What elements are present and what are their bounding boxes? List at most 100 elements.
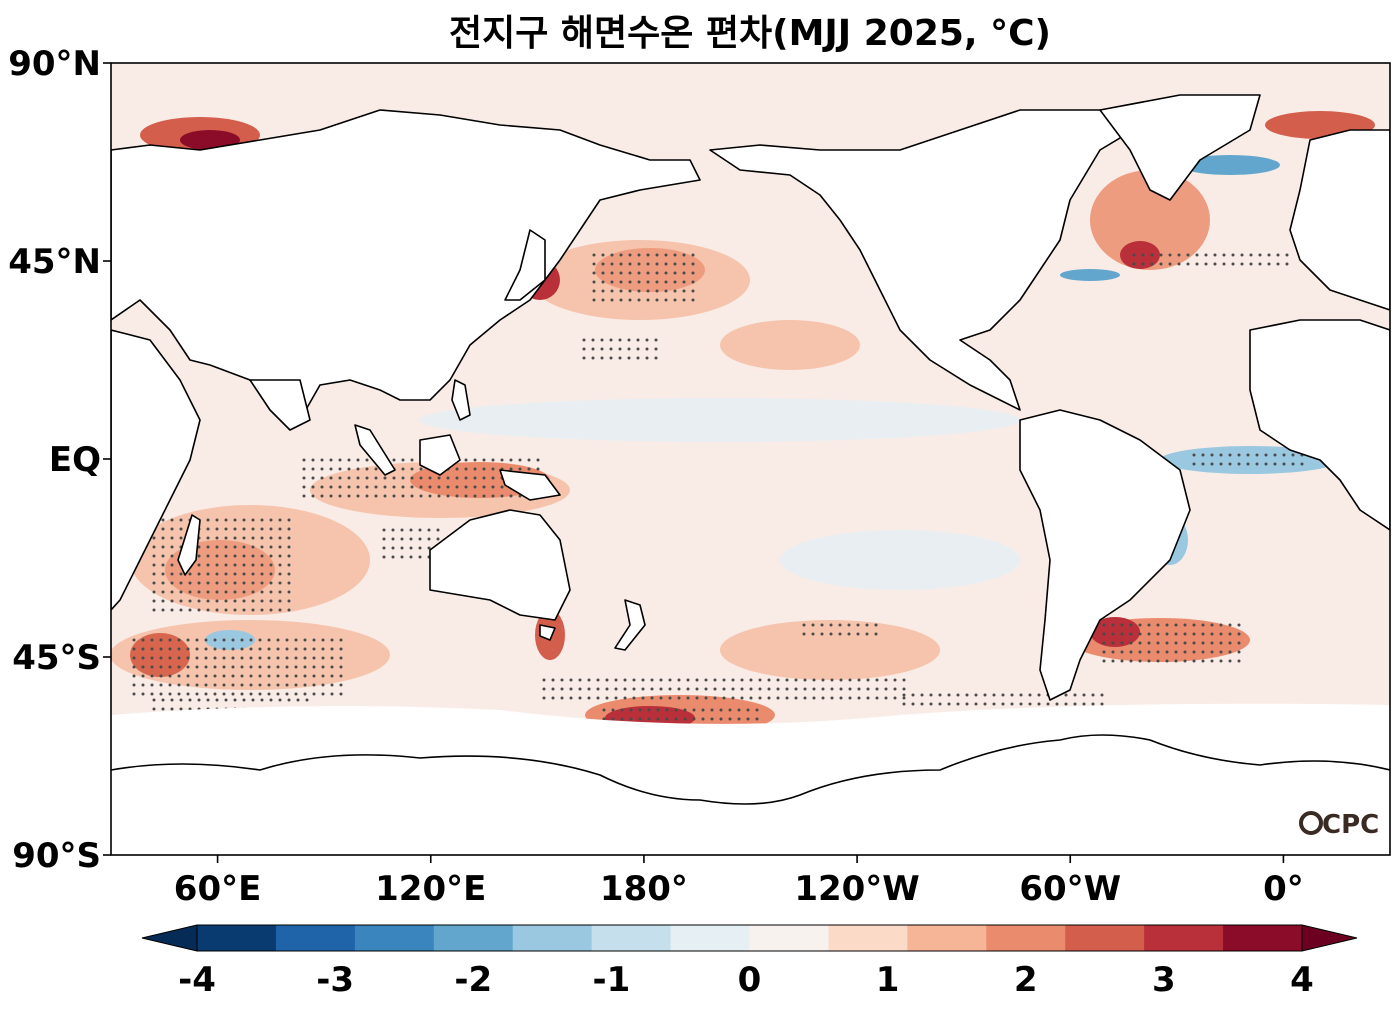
stipple-dot [619,289,623,293]
stipple-dot [269,698,273,702]
stipple-dot [677,678,681,682]
stipple-dot [587,678,591,682]
stipple-dot [664,253,668,257]
stipple-dot [654,356,658,360]
stipple-dot [410,467,414,471]
stipple-dot [645,338,649,342]
stipple-dot [347,485,351,489]
colorbar-bin [1144,925,1224,951]
stipple-dot [1174,641,1178,645]
stipple-dot [1111,650,1115,654]
stipple-dot [592,289,596,293]
stipple-dot [186,683,190,687]
map-title: 전지구 해면수온 편차(MJJ 2025, °C) [448,13,1052,54]
stipple-dot [569,696,573,700]
stipple-dot [206,590,210,594]
stipple-dot [186,692,190,696]
stipple-dot [674,717,678,721]
sst-anomaly-map [111,63,1390,855]
stipple-dot [269,554,273,558]
stipple-dot [1204,253,1208,257]
stipple-dot [168,683,172,687]
stipple-dot [132,647,136,651]
stipple-dot [320,467,324,471]
stipple-dot [197,608,201,612]
stipple-dot [758,687,762,691]
sumatra [354,424,396,476]
stipple-dot [1267,253,1271,257]
stipple-dot [527,467,531,471]
anomaly-field [111,111,1375,735]
stipple-dot [161,608,165,612]
stipple-dot [168,674,172,678]
stipple-dot [794,678,798,682]
stipple-dot [161,581,165,585]
stipple-dot [321,647,325,651]
africa [111,329,201,611]
stipple-dot [1100,693,1104,697]
stipple-dot [258,683,262,687]
stipple-dot [737,708,741,712]
stipple-dot [1174,650,1178,654]
stipple-dot [338,458,342,462]
stipple-dot [170,590,174,594]
stipple-dot [1192,462,1196,466]
stipple-dot [159,647,163,651]
stipple-dot [242,608,246,612]
stipple-dot [215,608,219,612]
stipple-dot [303,647,307,651]
stipple-dot [446,494,450,498]
stipple-dot [224,545,228,549]
stipple-dot [857,678,861,682]
stipple-dot [755,717,759,721]
colorbar-extend-low [141,924,198,952]
stipple-dot [682,280,686,284]
stipple-dot [527,458,531,462]
colorbar-bin [670,925,750,951]
stipple-dot [902,693,906,697]
stipple-dot [500,458,504,462]
stipple-dot [285,647,289,651]
stipple-dot [500,485,504,489]
stipple-dot [170,707,174,711]
stipple-dot [321,665,325,669]
stipple-dot [170,572,174,576]
colorbar-bin [1223,925,1303,951]
stipple-dot [785,687,789,691]
stipple-dot [410,458,414,462]
stipple-dot [1073,702,1077,706]
stipple-dot [619,298,623,302]
stipple-dot [620,717,624,721]
stipple-dot [312,665,316,669]
stipple-dot [276,656,280,660]
stipple-dot [260,518,264,522]
stipple-dot [674,708,678,712]
stipple-dot [312,638,316,642]
stipple-dot [177,647,181,651]
stipple-dot [893,678,897,682]
greenland [1099,94,1261,201]
stipple-dot [1210,641,1214,645]
stipple-dot [312,674,316,678]
colorbar-bin [907,925,987,951]
stipple-dot [677,687,681,691]
stipple-dot [150,692,154,696]
stipple-dot [260,527,264,531]
cpc-logo: CPC [1299,810,1379,840]
stipple-dot [874,632,878,636]
stipple-dot [233,572,237,576]
stipple-dot [628,298,632,302]
stipple-dot [161,698,165,702]
stipple-dot [338,494,342,498]
stipple-dot [455,476,459,480]
stipple-dot [857,696,861,700]
colorbar-tick-label: -4 [178,960,216,1000]
stipple-dot [269,572,273,576]
stipple-dot [578,696,582,700]
lon-tick-label: 60°E [174,869,262,909]
stipple-dot [473,467,477,471]
stipple-dot [802,632,806,636]
stipple-dot [1147,623,1151,627]
stipple-dot [758,696,762,700]
stipple-dot [231,683,235,687]
